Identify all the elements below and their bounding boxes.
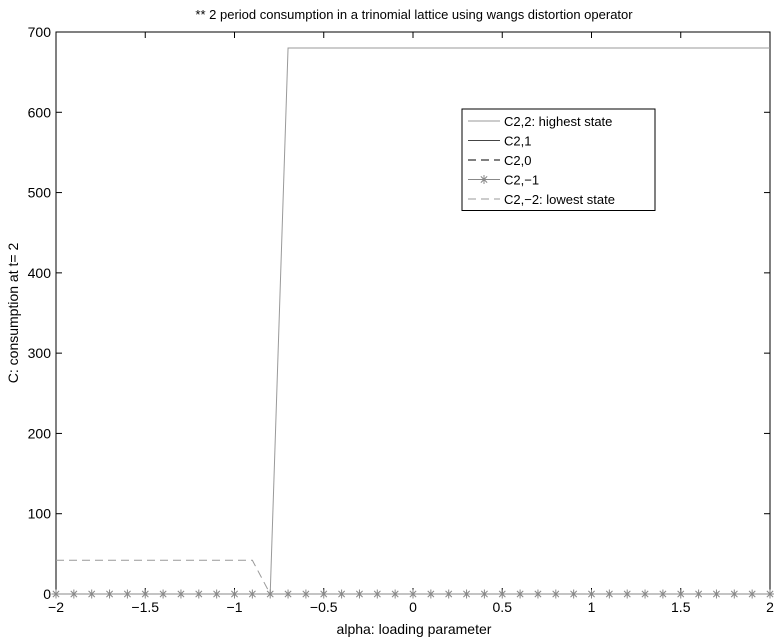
series-line-0 (56, 47, 770, 595)
chart-title: ** 2 period consumption in a trinomial l… (195, 7, 633, 22)
y-tick-label: 400 (28, 265, 52, 281)
x-tick-label: 1.5 (671, 599, 691, 615)
series-3-marker (105, 589, 115, 599)
legend-label: C2,1 (504, 134, 531, 149)
legend-label: C2,−2: lowest state (504, 192, 615, 207)
series-3-marker (122, 589, 132, 599)
x-tick-label: 0.5 (493, 599, 513, 615)
x-tick-label: 2 (766, 599, 774, 615)
series-3-marker (87, 589, 97, 599)
series-3-marker (51, 589, 61, 599)
series-3-marker (587, 589, 596, 599)
series-3-marker (212, 589, 222, 599)
legend-label: C2,−1 (504, 173, 539, 188)
y-tick-label: 100 (28, 506, 52, 522)
series-3-marker (354, 589, 364, 599)
plot-area (55, 31, 771, 595)
series-3-marker (515, 589, 525, 599)
series-3-marker (408, 589, 418, 599)
y-tick-label: 500 (28, 185, 52, 201)
series-3-marker (676, 589, 686, 599)
x-tick-label: −1.5 (131, 599, 159, 615)
y-tick-label: 700 (28, 24, 52, 40)
x-tick-label: 0 (409, 599, 417, 615)
series-3-marker (747, 589, 757, 599)
series-3-marker (640, 589, 650, 599)
legend-marker (479, 175, 489, 184)
series-3-marker (497, 589, 507, 599)
series-3-marker (479, 589, 489, 599)
series-3-marker (301, 589, 311, 599)
legend-label: C2,0 (504, 153, 531, 168)
y-tick-label: 600 (28, 104, 52, 120)
x-tick-label: −2 (48, 599, 64, 615)
series-3-marker (729, 589, 739, 599)
series-3-marker (265, 589, 275, 599)
y-tick-label: 300 (28, 345, 52, 361)
y-axis-label: C: consumption at t= 2 (5, 243, 21, 384)
series-3-marker (462, 589, 472, 599)
series-3-marker (694, 589, 704, 599)
legend: C2,2: highest state C2,1 C2,0 C2,−1 C2,−2: l… (461, 108, 656, 211)
y-tick-label: 200 (28, 425, 52, 441)
series-3-marker (426, 589, 436, 599)
series-3-marker (194, 589, 204, 599)
legend-label: C2,2: highest state (504, 114, 612, 129)
series-3-marker (319, 589, 329, 599)
series-3-marker (372, 589, 382, 599)
series-3-marker (337, 589, 347, 599)
x-tick-label: −1 (227, 599, 243, 615)
series-3-marker (444, 589, 454, 599)
series-3-marker (765, 589, 774, 599)
series-3-marker (247, 589, 257, 599)
series-3-marker (711, 589, 721, 599)
series-3-marker (622, 589, 632, 599)
x-axis-label: alpha: loading parameter (337, 621, 492, 637)
y-tick-label: 0 (43, 586, 51, 602)
series-3-marker (390, 589, 400, 599)
series-3-marker (140, 589, 150, 599)
x-tick-label: 1 (588, 599, 596, 615)
series-3-marker (176, 589, 186, 599)
series-3-marker (551, 589, 561, 599)
series-3-marker (569, 589, 579, 599)
series-3-marker (283, 589, 293, 599)
series-3-marker (604, 589, 614, 599)
x-tick-label: −0.5 (310, 599, 338, 615)
series-3-marker (158, 589, 168, 599)
series-3-marker (230, 589, 239, 599)
series-3-marker (533, 589, 543, 599)
series-3-marker (658, 589, 668, 599)
series-3-marker (69, 589, 79, 599)
